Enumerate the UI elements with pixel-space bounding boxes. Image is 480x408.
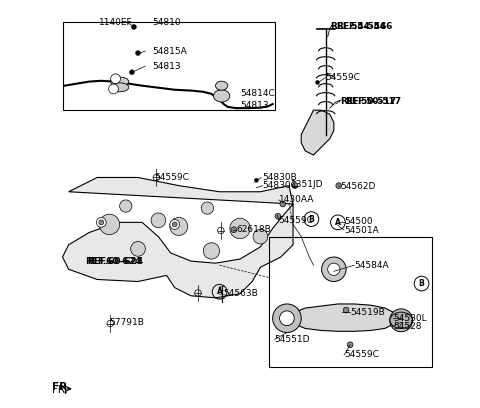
Polygon shape xyxy=(62,177,293,298)
Circle shape xyxy=(279,311,294,326)
Text: REF.50-517: REF.50-517 xyxy=(345,97,401,106)
Circle shape xyxy=(135,51,141,55)
Text: 54815A: 54815A xyxy=(152,47,187,55)
Text: REF.54-546: REF.54-546 xyxy=(336,22,392,31)
Text: 54830C: 54830C xyxy=(263,181,297,190)
Text: 62618B: 62618B xyxy=(236,225,271,234)
Text: A: A xyxy=(216,287,223,296)
Text: 54559C: 54559C xyxy=(279,216,313,225)
Text: REF.54-546: REF.54-546 xyxy=(330,22,386,31)
Circle shape xyxy=(170,217,188,235)
Text: 57791B: 57791B xyxy=(109,318,144,327)
Text: 54584A: 54584A xyxy=(354,261,389,270)
Circle shape xyxy=(96,217,106,227)
Circle shape xyxy=(336,183,342,188)
Circle shape xyxy=(315,80,320,84)
Ellipse shape xyxy=(110,83,129,92)
Text: 54551D: 54551D xyxy=(275,335,310,344)
Text: 54813: 54813 xyxy=(152,62,181,71)
Circle shape xyxy=(203,243,219,259)
Text: 54500: 54500 xyxy=(344,217,372,226)
Ellipse shape xyxy=(110,77,129,86)
Text: 54501A: 54501A xyxy=(344,226,379,235)
Text: 54810: 54810 xyxy=(152,18,181,27)
Circle shape xyxy=(348,342,353,348)
Circle shape xyxy=(343,307,349,313)
Text: A: A xyxy=(335,218,341,227)
Circle shape xyxy=(111,74,120,84)
Circle shape xyxy=(275,213,281,219)
Circle shape xyxy=(108,84,119,94)
Circle shape xyxy=(230,218,250,239)
Circle shape xyxy=(280,201,286,207)
Circle shape xyxy=(273,304,301,333)
Ellipse shape xyxy=(214,90,230,102)
Text: 54813: 54813 xyxy=(240,101,269,110)
Ellipse shape xyxy=(390,312,412,328)
Text: 54559C: 54559C xyxy=(325,73,360,82)
Text: 54830B: 54830B xyxy=(263,173,297,182)
Circle shape xyxy=(322,257,346,282)
Text: 54814C: 54814C xyxy=(240,89,275,98)
Text: B: B xyxy=(419,279,424,288)
Text: REF.60-624: REF.60-624 xyxy=(87,257,143,266)
Text: REF.60-624: REF.60-624 xyxy=(85,257,141,266)
Text: 54528: 54528 xyxy=(393,322,421,331)
Text: 54562D: 54562D xyxy=(340,182,375,191)
Text: B: B xyxy=(309,215,314,224)
Text: 1140EF: 1140EF xyxy=(99,18,133,27)
Circle shape xyxy=(132,24,136,29)
Polygon shape xyxy=(301,110,334,155)
Circle shape xyxy=(328,263,340,275)
Text: FR.: FR. xyxy=(51,381,71,392)
Circle shape xyxy=(99,214,120,235)
Circle shape xyxy=(120,200,132,212)
Text: FR.: FR. xyxy=(52,385,68,395)
Circle shape xyxy=(253,229,268,244)
Circle shape xyxy=(292,183,298,188)
Circle shape xyxy=(99,220,104,225)
Text: 1351JD: 1351JD xyxy=(291,180,324,189)
Circle shape xyxy=(131,242,145,256)
Circle shape xyxy=(170,220,180,229)
Text: 1430AA: 1430AA xyxy=(279,195,314,204)
Text: 54563B: 54563B xyxy=(224,289,258,298)
Circle shape xyxy=(130,70,134,75)
Circle shape xyxy=(390,309,413,332)
Circle shape xyxy=(254,178,258,182)
Ellipse shape xyxy=(216,81,228,90)
Circle shape xyxy=(231,227,237,233)
Text: REF.50-517: REF.50-517 xyxy=(340,97,396,106)
Circle shape xyxy=(151,213,166,228)
Circle shape xyxy=(172,222,177,227)
Text: 54559C: 54559C xyxy=(155,173,189,182)
Circle shape xyxy=(201,202,214,214)
Polygon shape xyxy=(287,304,397,331)
Text: 54559C: 54559C xyxy=(344,350,379,359)
Text: 54519B: 54519B xyxy=(350,308,385,317)
Text: 54530L: 54530L xyxy=(393,314,427,323)
